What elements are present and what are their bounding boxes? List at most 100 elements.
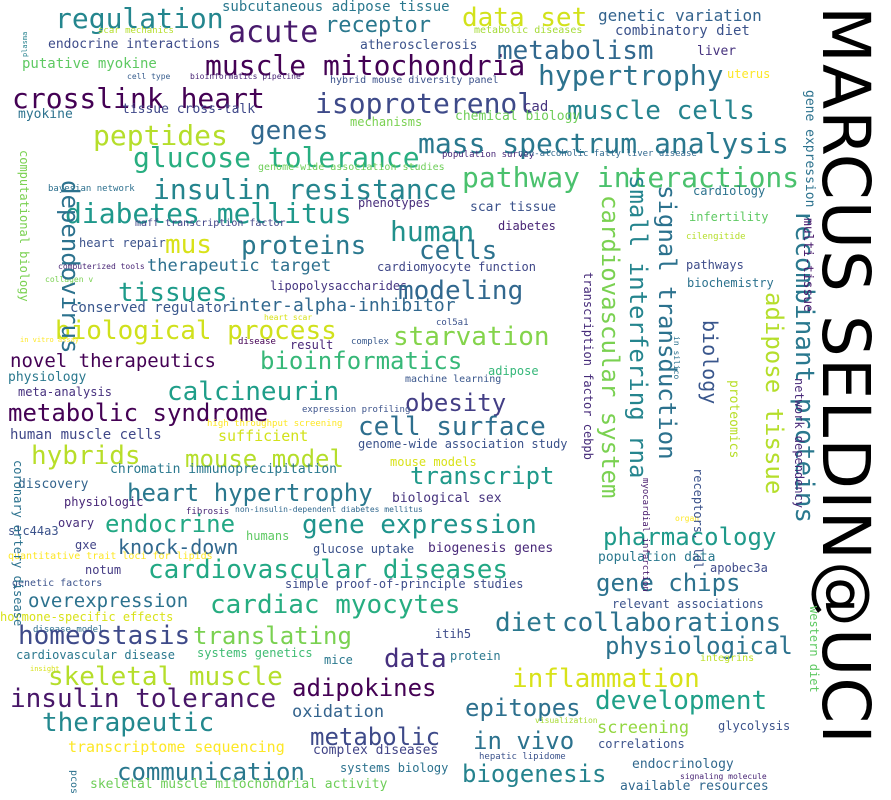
word-homeostasis: homeostasis: [18, 621, 191, 651]
word-cell-surface: cell surface: [358, 412, 546, 442]
word-sufficient: sufficient: [218, 427, 309, 445]
word-skeletal-muscle-mitochondrial-activity: skeletal muscle mitochondrial activity: [90, 777, 388, 792]
word-cardiomyocyte-function: cardiomyocyte function: [377, 260, 536, 274]
word-skeletal-muscle: skeletal muscle: [48, 662, 283, 692]
word-multi-tissue: multi-tissue: [800, 218, 815, 312]
word-mice: mice: [324, 653, 353, 667]
word-starvation: starvation: [393, 322, 550, 352]
word-diet: diet: [495, 608, 558, 638]
word-dependovirus: dependovirus: [56, 180, 84, 354]
word-physiologic: physiologic: [64, 495, 144, 509]
word-cardiac-myocytes: cardiac myocytes: [210, 590, 461, 620]
word-adipose: adipose: [488, 364, 539, 378]
word-genetic-factors: genetic factors: [12, 578, 103, 589]
word-biogenesis: biogenesis: [462, 760, 607, 788]
word-pharmacology: pharmacology: [603, 523, 777, 551]
word-acute: acute: [228, 15, 319, 50]
word-biological-sex: biological sex: [392, 491, 502, 506]
word-crosslink-heart: crosslink heart: [12, 82, 265, 115]
word-lipopolysaccharides: lipopolysaccharides: [270, 279, 408, 293]
word-development: development: [595, 686, 768, 716]
word-notum: notum: [85, 563, 122, 577]
word-mouse-model: mouse model: [185, 445, 344, 473]
word-hybrid-mouse-diversity-panel: hybrid mouse diversity panel: [330, 75, 499, 86]
word-mass-spectrum-analysis: mass spectrum analysis: [418, 127, 789, 160]
word-inflammation: inflammation: [512, 664, 700, 694]
word-fibrosis: fibrosis: [186, 507, 230, 517]
word-visualization: visualization: [535, 716, 598, 725]
word-putative-myokine: putative myokine: [22, 56, 157, 72]
word-quantitative-trait-loci-for-lipids: quantitative trait loci for lipids: [8, 551, 213, 562]
word-in-vitro-assay: in vitro assay: [20, 336, 80, 344]
word-pathways: pathways: [686, 258, 744, 272]
word-complex: complex: [351, 337, 389, 347]
word-genes: genes: [250, 116, 329, 146]
word-gene-chips: gene chips: [596, 569, 741, 597]
word-genome-wide-association-studies: genome-wide association studies: [258, 162, 445, 173]
word-in-silico: in silico: [672, 336, 681, 380]
word-cardiology: cardiology: [693, 184, 766, 198]
word-cardiovascular-system: cardiovascular system: [596, 195, 624, 499]
word-peptides: peptides: [93, 119, 228, 152]
word-proteomics: proteomics: [726, 380, 741, 459]
word-genome-wide-association-study: genome-wide association study: [358, 437, 568, 451]
word-muscle-mitochondria: muscle mitochondria: [205, 49, 526, 82]
word-insulin-resistance: insulin resistance: [153, 173, 457, 206]
word-cardiovascular-diseases: cardiovascular diseases: [148, 555, 509, 585]
word-western-diet: western diet: [807, 606, 821, 693]
word-human-muscle-cells: human muscle cells: [10, 427, 162, 443]
word-hypertrophy: hypertrophy: [538, 59, 724, 92]
word-cardiovascular-disease: cardiovascular disease: [16, 648, 175, 662]
word-infertility: infertility: [689, 210, 769, 224]
word-insight: insight: [30, 665, 60, 673]
word-available-resources: available resources: [620, 779, 769, 794]
word-tissues: tissues: [118, 278, 228, 308]
word-isoproterenol: isoproterenol: [315, 87, 535, 120]
word-in-vivo: in vivo: [473, 727, 575, 755]
word-liver: liver: [697, 44, 737, 59]
word-communication: communication: [117, 758, 305, 786]
word-endocrine: endocrine: [105, 510, 236, 538]
word-biological-process: biological process: [55, 316, 337, 346]
word-signaling-molecule: signaling molecule: [680, 772, 767, 781]
word-receptor: receptor: [325, 13, 431, 38]
word-disease-model: disease model: [33, 625, 104, 635]
word-population-survey: population survey: [442, 150, 535, 160]
word-slc44a3: slc44a3: [8, 524, 59, 538]
word-therapeutic: therapeutic: [42, 708, 215, 738]
word-pathway-interactions: pathway interactions: [462, 161, 800, 194]
word-biochemistry: biochemistry: [687, 276, 774, 290]
word-glucose-uptake: glucose uptake: [313, 542, 415, 556]
word-systems-genetics: systems genetics: [197, 646, 313, 660]
word-bioinformatics: bioinformatics: [260, 347, 463, 375]
word-diabetes-mellitus: diabetes mellitus: [65, 197, 352, 230]
word-heart-repair: heart repair: [79, 236, 166, 250]
word-inter-alpha-inhibitor: inter-alpha-inhibitor: [228, 295, 456, 316]
word-collaborations: collaborations: [562, 608, 782, 638]
word-simple-proof-of-principle-studies: simple proof-of-principle studies: [285, 577, 524, 591]
word-adipokines: adipokines: [292, 674, 437, 702]
word-protein: protein: [450, 649, 501, 663]
word-biology: biology: [698, 320, 722, 405]
word-high-throughput-screening: high throughput screening: [207, 419, 343, 429]
word-calcineurin: calcineurin: [167, 377, 340, 407]
word-glucose-tolerance: glucose tolerance: [133, 141, 420, 174]
word-heart-hypertrophy: heart hypertrophy: [127, 479, 373, 507]
word-apobec3a: apobec3a: [710, 561, 768, 575]
word-scar-tissue: scar tissue: [470, 200, 557, 215]
word-integrins: integrins: [700, 653, 755, 664]
word-uterus: uterus: [727, 67, 771, 81]
word-systems-biology: systems biology: [340, 761, 449, 775]
word-non-insulin-dependent-diabetes-mellitus: non-insulin-dependent diabetes mellitus: [235, 505, 423, 514]
word-maff-transcription-factor: maff transcription factor: [135, 218, 286, 229]
word-mus: mus: [165, 230, 212, 260]
word-organ: organ: [675, 514, 700, 523]
word-relevant-associations: relevant associations: [612, 597, 764, 611]
word-ovary: ovary: [58, 516, 95, 530]
word-signal-transduction: signal transduction: [653, 185, 681, 460]
word-data-set: data set: [462, 3, 588, 33]
word-plasma: plasma: [21, 31, 29, 57]
word-computational-biology: computational biology: [17, 150, 31, 302]
word-cilengitide: cilengitide: [686, 232, 746, 242]
